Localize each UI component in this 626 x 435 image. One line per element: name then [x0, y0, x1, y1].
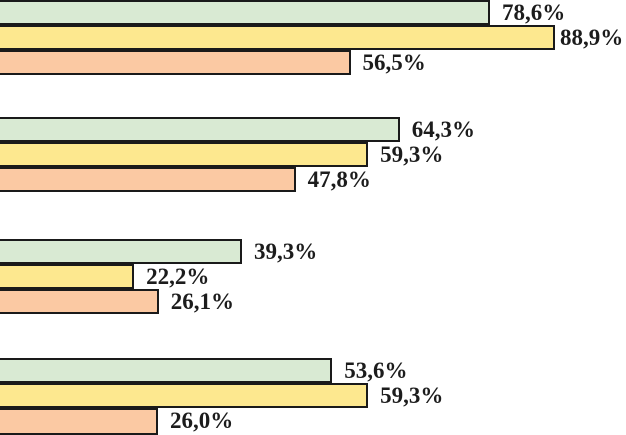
bar-value-label-yellow-group-4: 59,3%: [380, 382, 444, 408]
bar-value-label-green-group-1: 78,6%: [501, 0, 566, 25]
bar-value-label-orange-group-4: 26,0%: [170, 407, 234, 433]
bar-value-label-yellow-group-1: 88,9%: [560, 24, 624, 50]
bar-green-group-2: [0, 117, 400, 142]
bar-green-group-3: [0, 239, 242, 264]
bar-value-label-orange-group-3: 26,1%: [170, 288, 234, 314]
bar-orange-group-1: [0, 50, 351, 75]
bar-value-label-orange-group-2: 47,8%: [307, 166, 371, 192]
bar-value-label-orange-group-1: 56,5%: [362, 49, 426, 75]
bar-green-group-1: [0, 0, 490, 25]
bar-value-label-green-group-4: 53,6%: [344, 357, 408, 383]
bar-value-label-yellow-group-2: 59,3%: [380, 141, 444, 167]
bar-orange-group-4: [0, 408, 159, 435]
bar-orange-group-2: [0, 167, 296, 192]
bar-orange-group-3: [0, 289, 159, 314]
bar-yellow-group-2: [0, 142, 369, 167]
bar-yellow-group-3: [0, 264, 135, 289]
bar-value-label-green-group-2: 64,3%: [411, 116, 475, 142]
bar-green-group-4: [0, 358, 333, 383]
bar-value-label-green-group-3: 39,3%: [253, 238, 318, 264]
bar-yellow-group-4: [0, 383, 369, 408]
bar-yellow-group-1: [0, 25, 555, 50]
bar-value-label-yellow-group-3: 22,2%: [146, 263, 210, 289]
